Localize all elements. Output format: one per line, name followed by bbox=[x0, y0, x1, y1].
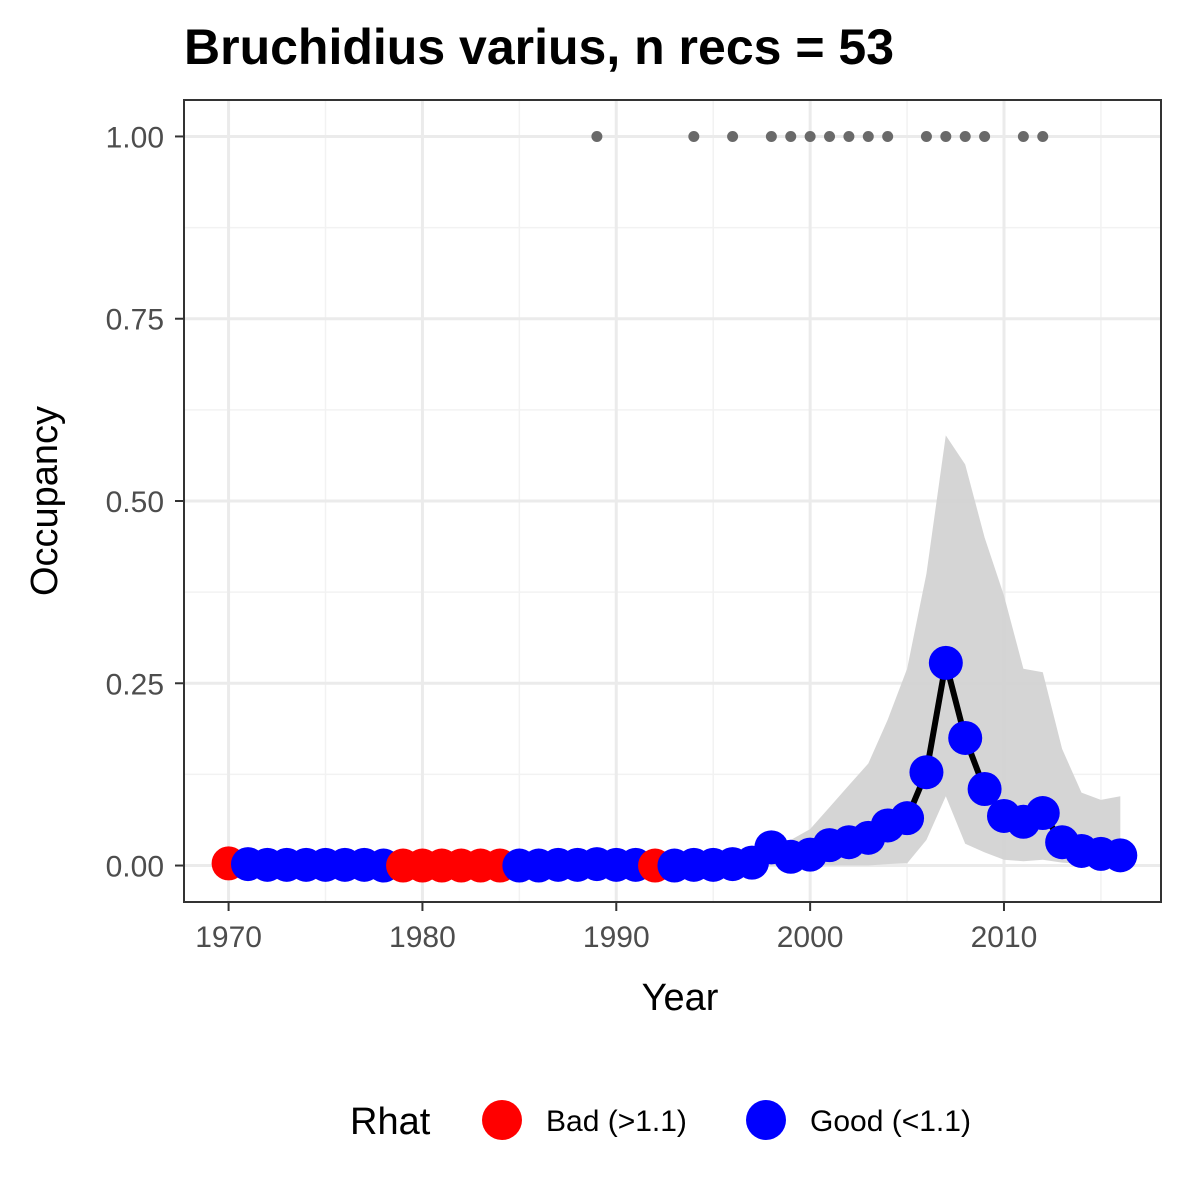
data-point-good bbox=[928, 645, 963, 680]
y-axis: 0.00 0.25 0.50 0.75 1.00 bbox=[106, 121, 184, 884]
x-tick-label: 2000 bbox=[777, 921, 844, 954]
x-tick-label: 1970 bbox=[195, 921, 262, 954]
data-point-good bbox=[1103, 838, 1138, 873]
ribbon-area bbox=[228, 435, 1121, 866]
y-tick-label: 0.00 bbox=[106, 851, 164, 884]
record-point bbox=[940, 130, 952, 142]
record-point bbox=[959, 130, 971, 142]
occupancy-points bbox=[211, 645, 1138, 883]
record-points bbox=[591, 130, 1049, 142]
data-point-good bbox=[909, 755, 944, 790]
legend: Rhat Bad (>1.1) Good (<1.1) bbox=[350, 1100, 971, 1143]
y-tick-label: 0.50 bbox=[106, 486, 164, 519]
record-point bbox=[591, 130, 603, 142]
legend-title: Rhat bbox=[350, 1101, 431, 1143]
x-tick-label: 1990 bbox=[583, 921, 650, 954]
x-tick-label: 2010 bbox=[971, 921, 1038, 954]
legend-swatch-bad bbox=[482, 1100, 522, 1140]
record-point bbox=[727, 130, 739, 142]
record-point bbox=[979, 130, 991, 142]
data-point-good bbox=[967, 771, 1002, 806]
y-tick-label: 0.75 bbox=[106, 304, 164, 337]
record-point bbox=[843, 130, 855, 142]
data-point-good bbox=[890, 801, 925, 836]
record-point bbox=[920, 130, 932, 142]
legend-swatch-good bbox=[746, 1100, 786, 1140]
record-point bbox=[862, 130, 874, 142]
y-tick-label: 1.00 bbox=[106, 121, 164, 154]
record-point bbox=[824, 130, 836, 142]
chart-title: Bruchidius varius, n recs = 53 bbox=[184, 19, 894, 75]
legend-label-good: Good (<1.1) bbox=[810, 1105, 971, 1138]
data-point-good bbox=[1025, 796, 1060, 831]
x-axis-title: Year bbox=[642, 977, 719, 1019]
y-tick-label: 0.25 bbox=[106, 668, 164, 701]
record-point bbox=[804, 130, 816, 142]
record-point bbox=[882, 130, 894, 142]
record-point bbox=[1037, 130, 1049, 142]
record-point bbox=[765, 130, 777, 142]
legend-label-bad: Bad (>1.1) bbox=[546, 1105, 687, 1138]
x-axis: 1970 1980 1990 2000 2010 bbox=[195, 902, 1037, 954]
y-axis-title: Occupancy bbox=[24, 406, 66, 596]
record-point bbox=[688, 130, 700, 142]
x-tick-label: 1980 bbox=[389, 921, 456, 954]
data-point-good bbox=[948, 720, 983, 755]
credible-interval-ribbon bbox=[228, 435, 1121, 866]
record-point bbox=[785, 130, 797, 142]
record-point bbox=[1017, 130, 1029, 142]
